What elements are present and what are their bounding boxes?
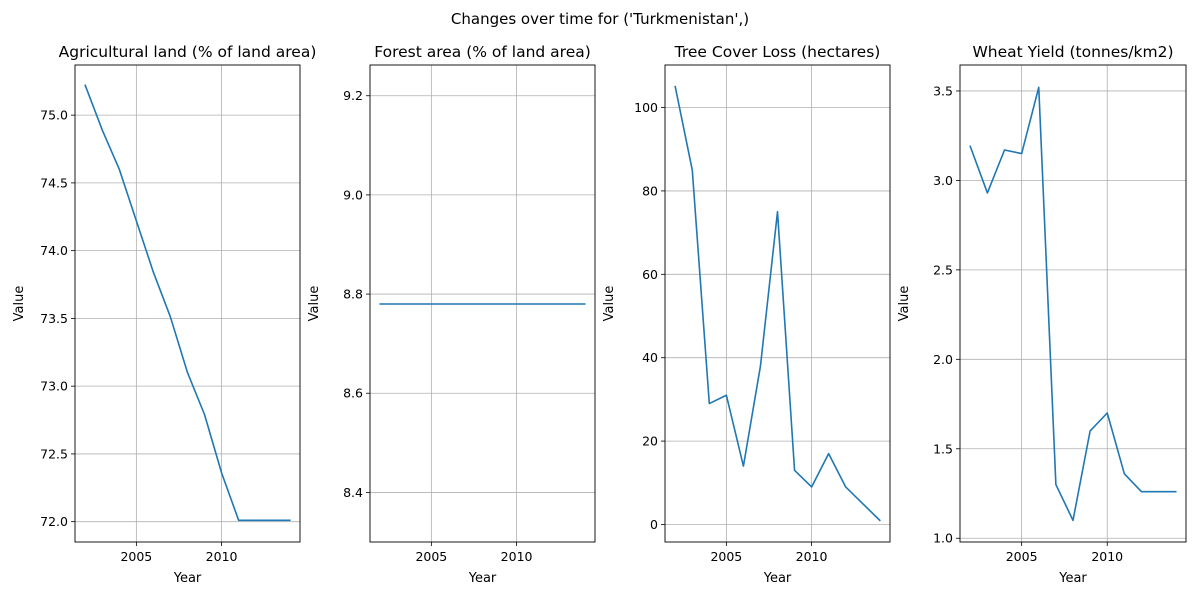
x-tick-label: 2005 [710, 549, 742, 564]
subplot-4: 2005 2010 1.0 1.5 2.0 2.5 3.0 3.5 Wheat Yield (t… [897, 43, 1186, 586]
x-tick-label: 2005 [120, 549, 152, 564]
y-tick-label: 60 [642, 267, 658, 282]
y-tick-label: 40 [642, 350, 658, 365]
x-tick-label: 2010 [796, 549, 828, 564]
y-tick-label: 74.0 [40, 243, 68, 258]
y-tick-label: 9.0 [343, 187, 363, 202]
y-tick-label: 75.0 [40, 108, 68, 123]
subplot-2: 2005 2010 8.4 8.6 8.8 9.0 9.2 Forest area (% of… [307, 43, 595, 586]
y-tick-label: 1.5 [933, 441, 953, 456]
x-axis-title: Year [468, 571, 497, 586]
y-tick-label: 72.5 [40, 446, 68, 461]
y-tick-label: 80 [642, 183, 658, 198]
plot-frame [665, 65, 890, 542]
y-axis-title: Value [12, 286, 27, 322]
y-tick-label: 0 [650, 517, 658, 532]
x-tick-label: 2010 [501, 549, 533, 564]
y-tick-label: 73.0 [40, 379, 68, 394]
subplot-1: 2005 2010 72.0 72.5 73.0 73.5 74.0 74.5 75.0 Agri… [12, 43, 316, 586]
x-tick-label: 2005 [415, 549, 447, 564]
y-tick-label: 20 [642, 434, 658, 449]
subplot-title: Forest area (% of land area) [374, 43, 591, 61]
x-axis-title: Year [763, 571, 792, 586]
series-line [85, 85, 290, 520]
x-tick-label: 2010 [206, 549, 238, 564]
plot-frame [960, 65, 1186, 542]
y-tick-label: 3.5 [933, 83, 953, 98]
series-line [970, 87, 1175, 520]
plot-frame [75, 65, 300, 542]
y-tick-label: 8.4 [343, 485, 363, 500]
y-axis-title: Value [897, 286, 912, 322]
subplot-title: Wheat Yield (tonnes/km2) [972, 43, 1173, 61]
subplot-title: Agricultural land (% of land area) [59, 43, 317, 61]
y-tick-label: 100 [634, 100, 658, 115]
x-axis-title: Year [173, 571, 202, 586]
y-tick-label: 2.0 [933, 352, 953, 367]
subplot-3: 2005 2010 0 20 40 60 80 100 Tree Cover Loss (hec… [602, 43, 890, 586]
x-axis-title: Year [1058, 571, 1087, 586]
y-axis-title: Value [307, 286, 322, 322]
x-tick-label: 2005 [1006, 549, 1038, 564]
y-tick-label: 1.0 [933, 531, 953, 546]
figure-suptitle: Changes over time for ('Turkmenistan',) [451, 10, 749, 28]
series-line [675, 87, 880, 521]
subplot-title: Tree Cover Loss (hectares) [674, 43, 881, 61]
y-axis-title: Value [602, 286, 617, 322]
y-tick-label: 73.5 [40, 311, 68, 326]
y-tick-label: 74.5 [40, 175, 68, 190]
y-tick-label: 8.8 [343, 287, 363, 302]
y-tick-label: 8.6 [343, 386, 363, 401]
y-tick-label: 2.5 [933, 262, 953, 277]
x-tick-label: 2010 [1091, 549, 1123, 564]
y-tick-label: 3.0 [933, 173, 953, 188]
y-tick-label: 9.2 [343, 88, 363, 103]
y-tick-label: 72.0 [40, 514, 68, 529]
